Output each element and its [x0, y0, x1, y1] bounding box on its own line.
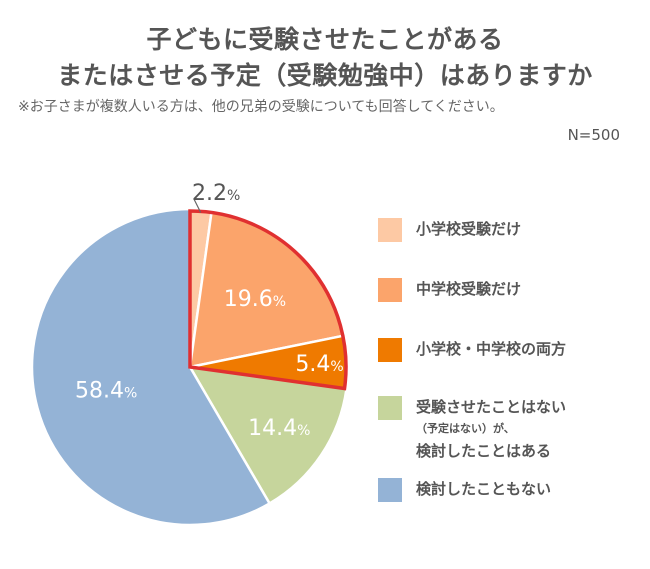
- slice-2: [188, 209, 347, 369]
- slice-4: [187, 365, 348, 506]
- legend-swatch: [378, 218, 402, 242]
- legend-label: 受験させたことはない （予定はない）が、 検討したことはある: [416, 398, 567, 460]
- legend-swatch: [378, 478, 402, 502]
- slice-label-5: 58.4%: [75, 379, 137, 404]
- legend-swatch: [378, 278, 402, 302]
- footnote: ※お子さまが複数人いる方は、他の兄弟の受験についても回答してください。: [18, 99, 504, 115]
- legend-swatch: [378, 338, 402, 362]
- slice-label-3: 5.4%: [295, 352, 343, 377]
- legend-label: 中学校受験だけ: [416, 280, 522, 298]
- slice-labels: 2.2% 19.6% 5.4% 14.4% 58.4%: [75, 181, 344, 441]
- slice-label-1: 2.2%: [192, 181, 240, 206]
- highlight-outline: [188, 209, 348, 391]
- pie-slices: [30, 207, 350, 527]
- legend-label: 小学校受験だけ: [416, 220, 522, 238]
- chart-title-line-1: 子どもに受験させたことがある: [146, 25, 504, 54]
- legend-label: 検討したこともない: [416, 480, 552, 498]
- slice-label-2: 19.6%: [224, 287, 286, 312]
- chart-title-line-2: またはさせる予定（受験勉強中）はありますか: [57, 61, 593, 90]
- leader-line: [193, 198, 202, 213]
- sample-size-label: N=500: [567, 126, 620, 144]
- slice-5: [30, 207, 272, 527]
- legend-swatch: [378, 396, 402, 420]
- highlight-border: [188, 209, 348, 391]
- legend-label: 小学校・中学校の両方: [416, 340, 567, 358]
- slice-label-4: 14.4%: [248, 416, 310, 441]
